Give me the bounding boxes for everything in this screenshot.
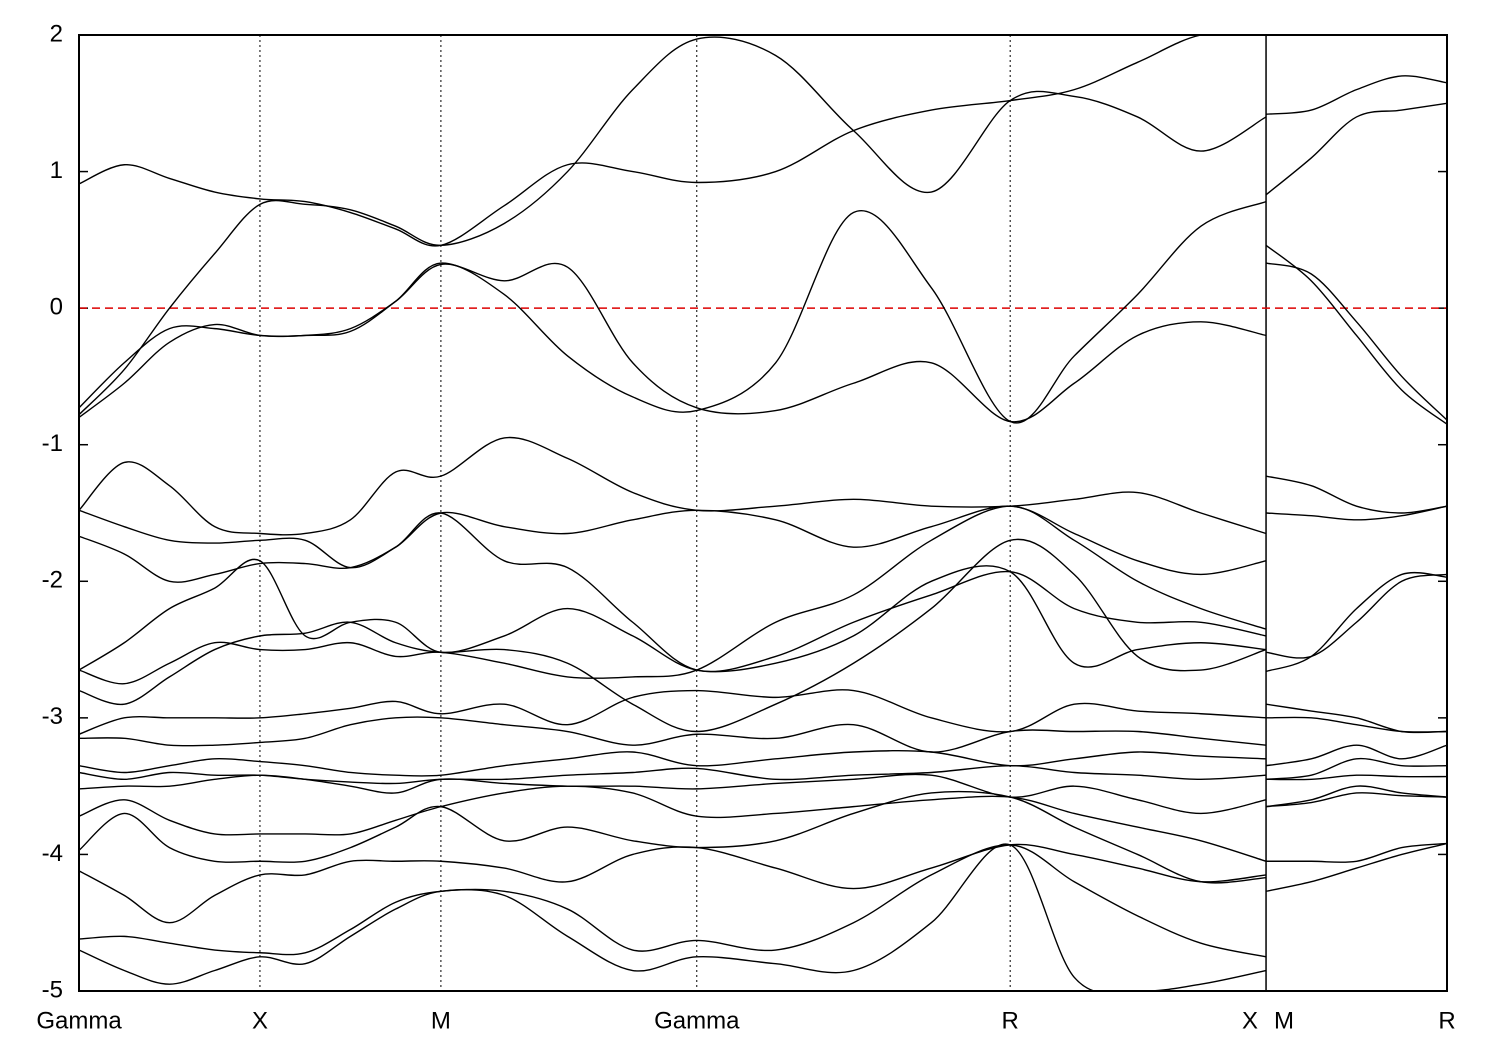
band-line — [79, 764, 1447, 785]
x-tick-label: X — [252, 1007, 268, 1034]
y-tick-label: -2 — [42, 567, 63, 594]
band-line — [79, 436, 1447, 536]
band-line — [79, 558, 1447, 673]
band-line — [79, 689, 1447, 735]
y-tick-label: -5 — [42, 976, 63, 1003]
band-line — [79, 785, 1447, 862]
x-tick-label: M — [1274, 1007, 1294, 1034]
band-line — [79, 773, 1447, 815]
x-tick-label: X — [1242, 1007, 1258, 1034]
y-tick-label: 0 — [50, 293, 63, 320]
y-tick-label: -3 — [42, 703, 63, 730]
band-line — [79, 36, 1447, 416]
band-line — [79, 505, 1447, 734]
band-line — [79, 842, 1447, 924]
x-tick-label: Gamma — [36, 1007, 122, 1034]
band-line — [79, 790, 1447, 884]
band-line — [79, 512, 1447, 673]
band-line — [79, 844, 1267, 958]
x-tick-label: R — [1438, 1007, 1455, 1034]
band-line — [79, 244, 1447, 425]
band-line — [79, 716, 1447, 767]
band-line — [79, 200, 1447, 424]
plot-frame — [78, 34, 1448, 992]
band-line — [79, 505, 1447, 576]
bands — [79, 35, 1447, 991]
y-tick-label: -4 — [42, 840, 63, 867]
x-tick-label: Gamma — [654, 1007, 740, 1034]
x-tick-label: M — [431, 1007, 451, 1034]
band-line — [79, 749, 1447, 781]
x-tick-label: R — [1002, 1007, 1019, 1034]
band-line — [79, 538, 1267, 733]
y-tick-label: 1 — [50, 157, 63, 184]
y-tick-label: -1 — [42, 430, 63, 457]
band-line — [79, 35, 1447, 247]
y-tick-label: 2 — [50, 20, 63, 47]
band-line — [79, 843, 1267, 991]
